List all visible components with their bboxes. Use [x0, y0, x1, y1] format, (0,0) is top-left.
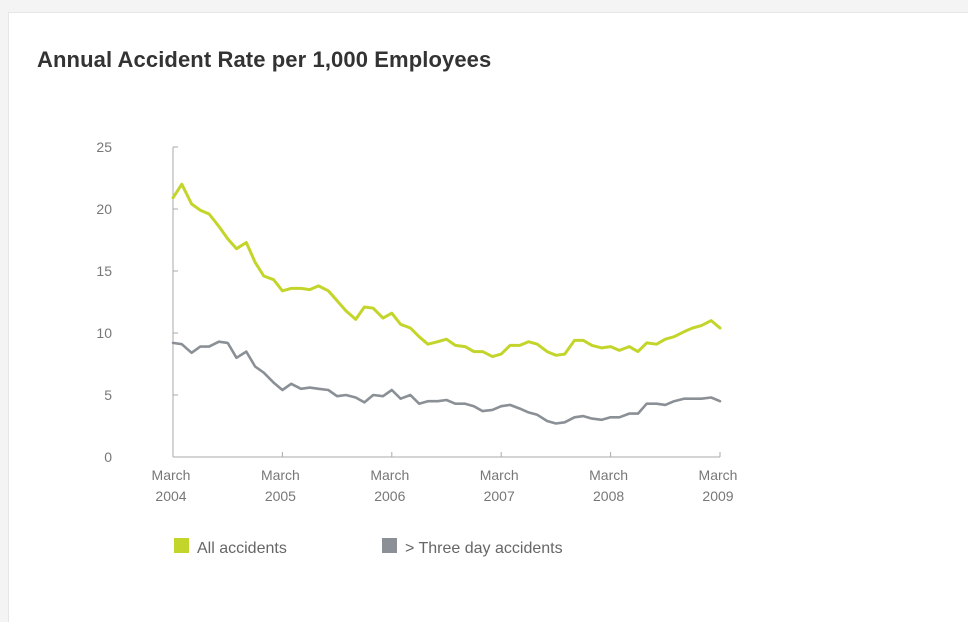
series-line-all-accidents: [171, 182, 722, 359]
x-tick-label-month: March: [699, 467, 738, 483]
legend-swatch: [174, 538, 189, 553]
x-tick-label-month: March: [589, 467, 628, 483]
x-tick-label-year: 2009: [702, 488, 733, 504]
y-axis: 0 5 10 15 20 25: [96, 139, 178, 465]
y-tick-label: 5: [104, 387, 112, 403]
y-tick-label: 0: [104, 449, 112, 465]
x-tick-label-year: 2005: [265, 488, 296, 504]
x-tick-label-month: March: [480, 467, 519, 483]
legend-swatch: [382, 538, 397, 553]
y-tick-label: 10: [96, 325, 112, 341]
y-tick-label: 15: [96, 263, 112, 279]
chart-title: Annual Accident Rate per 1,000 Employees: [37, 47, 492, 72]
y-tick-label: 25: [96, 139, 112, 155]
x-tick-label-month: March: [261, 467, 300, 483]
x-tick-label-year: 2008: [593, 488, 624, 504]
x-tick-label-year: 2007: [484, 488, 515, 504]
chart-card: Annual Accident Rate per 1,000 Employees: [8, 12, 968, 622]
legend-label: > Three day accidents: [405, 540, 563, 557]
series-lines: [171, 182, 722, 425]
y-tick-label: 20: [96, 201, 112, 217]
series-line-three-day-accidents: [171, 340, 722, 425]
legend-label: All accidents: [197, 540, 287, 557]
legend: All accidents > Three day accidents: [174, 538, 563, 557]
x-tick-label-year: 2006: [374, 488, 405, 504]
x-tick-label-month: March: [152, 467, 191, 483]
x-tick-label-month: March: [370, 467, 409, 483]
x-tick-label-year: 2004: [155, 488, 186, 504]
x-axis: March 2004 March 2005 March 2006 March 2007 Marc…: [152, 452, 738, 504]
